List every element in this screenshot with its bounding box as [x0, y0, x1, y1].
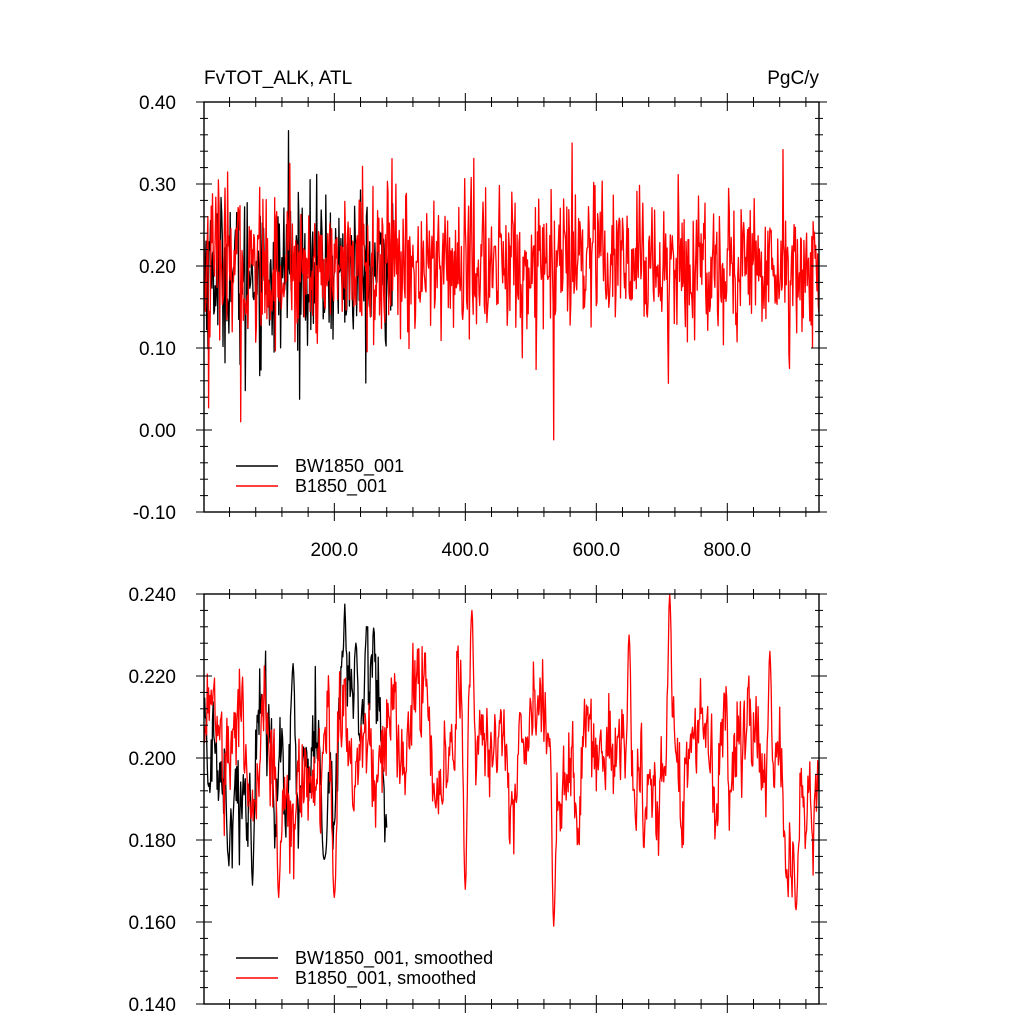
- y-tick-label: 0.200: [128, 749, 176, 770]
- y-tick-label: 0.40: [139, 93, 176, 114]
- x-tick-label: 200.0: [311, 540, 359, 561]
- top-plot-frame: [203, 101, 820, 513]
- y-tick-label: 0.10: [139, 339, 176, 360]
- legend-label: B1850_001: [295, 476, 387, 497]
- y-tick-label: 0.220: [128, 667, 176, 688]
- legend-label: BW1850_001: [295, 456, 404, 477]
- x-tick-label: 600.0: [573, 540, 621, 561]
- x-tick-label: 400.0: [442, 540, 490, 561]
- series-line-b1850: [204, 142, 819, 441]
- y-tick-label: 0.20: [139, 257, 176, 278]
- series-line-bw1850: [204, 603, 388, 886]
- y-tick-label: -0.10: [133, 503, 176, 524]
- series-line-b1850: [204, 594, 819, 927]
- legend-label: BW1850_001, smoothed: [295, 948, 493, 969]
- y-tick-label: 0.00: [139, 421, 176, 442]
- bottom-series-lines: [204, 594, 819, 927]
- y-tick-label: 0.30: [139, 175, 176, 196]
- x-tick-label: 800.0: [704, 540, 752, 561]
- bottom-panel: 0.140 0.160 0.180 0.200 0.220 0.240 BW1850_00…: [128, 585, 827, 1016]
- y-tick-label: 0.160: [128, 913, 176, 934]
- top-panel-title: FvTOT_ALK, ATL: [204, 68, 352, 89]
- y-tick-label: 0.240: [128, 585, 176, 606]
- legend-label: B1850_001, smoothed: [295, 968, 476, 989]
- y-tick-label: 0.180: [128, 831, 176, 852]
- top-panel: FvTOT_ALK, ATL PgC/y -0.10 0.00 0.10 0.20 0.…: [133, 68, 827, 561]
- top-panel-units: PgC/y: [767, 68, 819, 89]
- top-axis-ticks: -0.10 0.00 0.10 0.20 0.30 0.40 200.0 400.0 600.0…: [133, 93, 827, 561]
- y-tick-label: 0.140: [128, 995, 176, 1016]
- bottom-plot-frame: [203, 593, 820, 1005]
- top-series-lines: [204, 130, 819, 441]
